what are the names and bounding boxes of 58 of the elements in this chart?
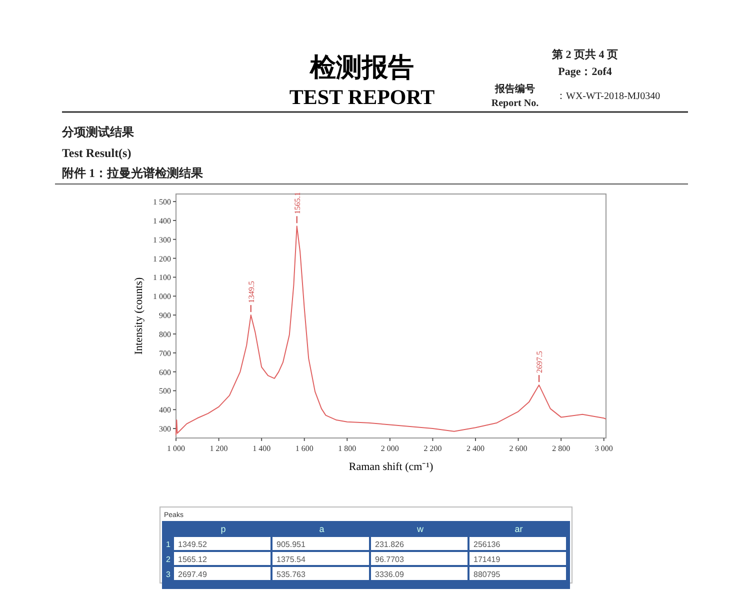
x-tick-label: 3 000 <box>594 444 613 453</box>
data-label: 880795 <box>474 570 501 579</box>
annotation: 2697.5 <box>535 351 544 374</box>
y-tick-label: 500 <box>159 386 171 396</box>
y-tick-label: 1 000 <box>153 292 171 302</box>
y-axis-title: Intensity (counts) <box>133 277 145 355</box>
text: Test Result(s) <box>62 146 132 160</box>
chart-title: 检测报告 <box>309 53 414 83</box>
y-tick-label: 300 <box>159 424 171 434</box>
text: ：WX-WT-2018-MJ0340 <box>556 91 660 102</box>
y-tick-label: 1 200 <box>153 254 171 264</box>
text: Report No. <box>491 98 540 109</box>
x-axis-title: Raman shift (cm⁻¹) <box>348 461 434 473</box>
data-label: 1349.52 <box>178 540 208 549</box>
x-tick-label: 2 200 <box>424 444 442 453</box>
data-label: 535.763 <box>276 570 306 579</box>
y-tick-label: 1 300 <box>153 235 171 244</box>
data-label: 231.826 <box>375 540 404 549</box>
text: 分项测试结果 <box>61 125 135 139</box>
x-tick-label: a <box>319 524 324 534</box>
x-tick-label: p <box>220 524 226 534</box>
data-label: 2697.49 <box>178 570 208 579</box>
x-tick-label: 1 400 <box>252 444 271 453</box>
y-tick-label: 1 500 <box>153 198 171 207</box>
data-label: 256136 <box>474 540 501 549</box>
text: 附件 1：拉曼光谱检测结果 <box>62 166 204 180</box>
y-tick-label: 1 100 <box>153 273 171 282</box>
y-tick-label: 400 <box>159 406 171 415</box>
x-tick-label: 2 000 <box>380 444 399 453</box>
text: Page：2of4 <box>558 66 612 78</box>
x-tick-label: 1 800 <box>338 444 356 453</box>
data-label: 171419 <box>474 555 501 564</box>
text: 报告编号 <box>494 83 535 95</box>
data-label: 1375.54 <box>276 555 306 564</box>
x-tick-label: ar <box>514 524 523 534</box>
y-tick-label: 900 <box>159 311 171 320</box>
y-tick-label: 800 <box>159 330 171 339</box>
data-label: 905.951 <box>276 540 306 549</box>
y-tick-label: 2 <box>166 555 171 564</box>
y-tick-label: 3 <box>166 570 171 579</box>
x-tick-label: 2 400 <box>466 444 485 453</box>
y-tick-label: 600 <box>159 368 171 377</box>
x-tick-label: 2 800 <box>552 444 570 453</box>
y-tick-label: 700 <box>159 348 171 358</box>
data-label: 3336.09 <box>375 570 404 579</box>
annotation: 1565.1 <box>292 192 302 214</box>
y-tick-label: 1 <box>166 540 171 549</box>
chart-subtitle: TEST REPORT <box>289 85 435 109</box>
x-tick-label: 1 600 <box>295 444 314 453</box>
text: 第 2 页共 4 页 <box>551 48 618 61</box>
data-label: 1565.12 <box>178 555 208 564</box>
x-tick-label: 1 200 <box>210 444 228 453</box>
x-tick-label: 2 600 <box>509 444 528 453</box>
data-label: 96.7703 <box>375 555 404 564</box>
line-series <box>176 226 606 436</box>
x-tick-label: w <box>416 524 424 534</box>
annotation: 1349.5 <box>246 281 256 304</box>
y-tick-label: 1 400 <box>153 216 171 226</box>
